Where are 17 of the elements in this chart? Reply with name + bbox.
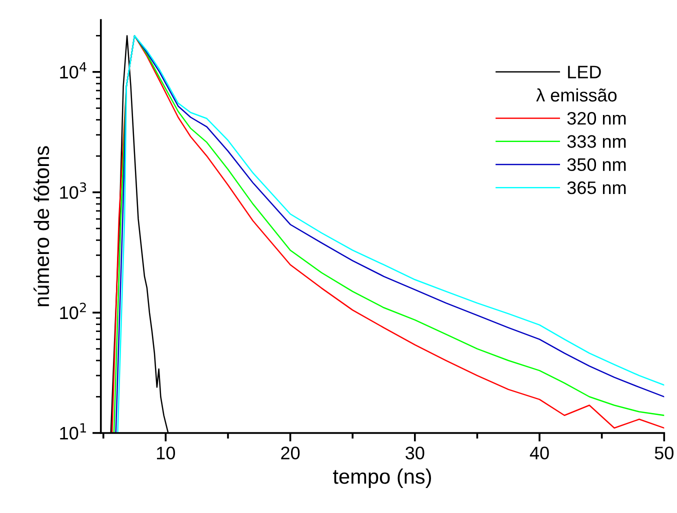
legend-label: LED: [568, 66, 601, 78]
x-tick-label: 40: [530, 446, 549, 460]
legend-title: λ emissão: [536, 88, 617, 102]
y-tick-label: 10$^{2}$: [60, 302, 86, 320]
x-tick-label: 20: [281, 446, 300, 460]
legend-label: 320 nm: [567, 112, 626, 125]
x-tick-label: 50: [654, 446, 674, 460]
legend-label: 350 nm: [567, 158, 626, 172]
legend-label: 365 nm: [567, 181, 626, 194]
y-axis-title: número de fótons: [34, 146, 50, 306]
legend-label: 333 nm: [567, 135, 626, 148]
y-tick-label: 10$^{4}$: [60, 62, 86, 79]
x-tick-label: 10: [157, 446, 176, 460]
y-tick-label: 10$^{3}$: [60, 182, 86, 199]
x-axis-title: tempo (ns): [333, 468, 431, 488]
x-tick-label: 30: [406, 446, 424, 460]
y-tick-label: 10$^{1}$: [60, 423, 86, 440]
